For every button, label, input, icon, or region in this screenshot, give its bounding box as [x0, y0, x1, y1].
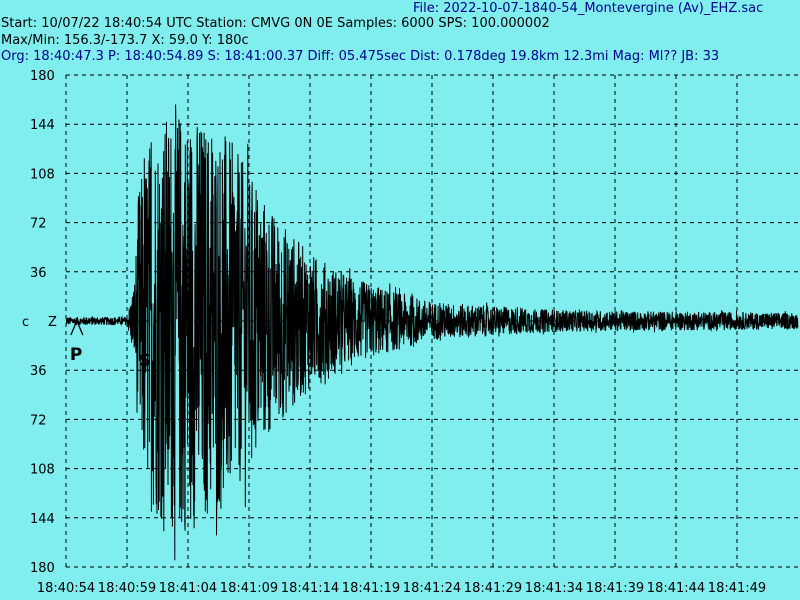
- y-tick-label: 36: [30, 266, 47, 281]
- x-tick-label: 18:40:54: [37, 581, 95, 596]
- x-tick-label: 18:41:34: [525, 581, 583, 596]
- x-tick-label: 18:41:24: [403, 581, 461, 596]
- x-tick-label: 18:41:29: [464, 581, 522, 596]
- x-tick-label: 18:41:49: [708, 581, 766, 596]
- x-tick-label: 18:41:39: [586, 581, 644, 596]
- org-line: Org: 18:40:47.3 P: 18:40:54.89 S: 18:41:…: [1, 49, 720, 64]
- p-phase-arrow: [70, 320, 84, 336]
- channel-z-label: Z: [48, 315, 57, 330]
- y-tick-label: 180: [30, 561, 55, 576]
- start-line: Start: 10/07/22 18:40:54 UTC Station: CM…: [1, 16, 550, 31]
- p-phase-label: P: [70, 345, 82, 365]
- y-tick-label: 144: [30, 118, 55, 133]
- channel-c-label: c: [22, 315, 29, 330]
- y-tick-label: 72: [30, 413, 47, 428]
- y-tick-label: 180: [30, 69, 55, 84]
- seismic-trace: [65, 104, 799, 561]
- x-tick-labels: 18:40:54 18:40:59 18:41:04 18:41:09 18:41:14…: [37, 581, 766, 596]
- s-phase-label: S: [139, 351, 151, 371]
- y-tick-label: 72: [30, 217, 47, 232]
- maxmin-line: Max/Min: 156.3/-173.7 X: 59.0 Y: 180c: [1, 33, 249, 48]
- y-tick-label: 108: [30, 167, 55, 182]
- y-tick-label: 108: [30, 463, 55, 478]
- file-line: File: 2022-10-07-1840-54_Montevergine (A…: [413, 1, 764, 16]
- y-tick-label: 144: [30, 512, 55, 527]
- x-tick-label: 18:41:04: [159, 581, 217, 596]
- x-tick-label: 18:41:14: [281, 581, 339, 596]
- x-tick-label: 18:41:09: [220, 581, 278, 596]
- x-tick-label: 18:41:44: [647, 581, 705, 596]
- x-tick-label: 18:40:59: [98, 581, 156, 596]
- y-tick-label: 36: [30, 364, 47, 379]
- y-tick-labels: 180 144 108 72 36 36 72 108 144 180: [30, 69, 55, 576]
- x-tick-label: 18:41:19: [342, 581, 400, 596]
